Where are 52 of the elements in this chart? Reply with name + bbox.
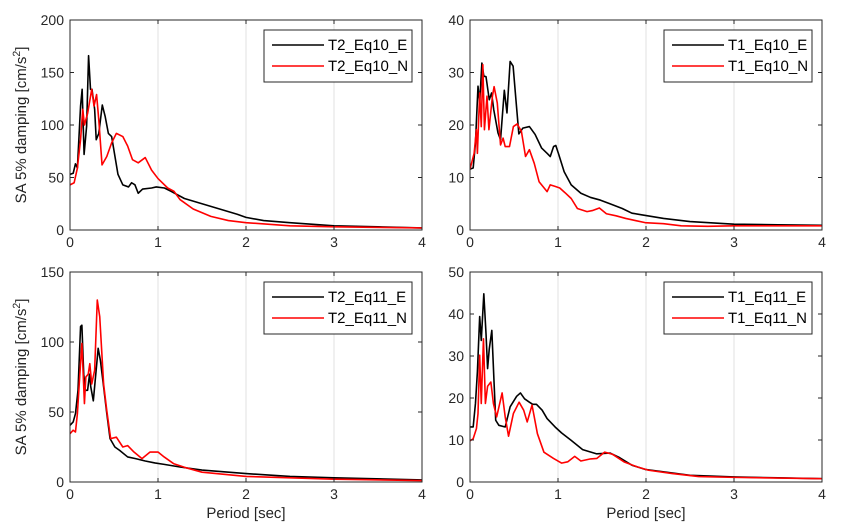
legend-label: T2_Eq11_N — [328, 310, 407, 327]
legend-label: T2_Eq10_N — [328, 58, 408, 75]
x-tick-label: 1 — [554, 234, 562, 250]
y-tick-label: 20 — [448, 117, 464, 133]
y-tick-label: 30 — [448, 64, 464, 80]
legend-label: T1_Eq11_E — [728, 289, 806, 306]
legend-label: T2_Eq10_E — [328, 37, 408, 54]
y-tick-label: 40 — [448, 306, 464, 322]
y-tick-label: 50 — [48, 404, 64, 420]
x-tick-label: 4 — [418, 234, 426, 250]
x-tick-label: 1 — [554, 486, 562, 502]
legend-label: T1_Eq10_E — [728, 37, 808, 54]
x-tick-label: 2 — [242, 234, 250, 250]
x-tick-label: 1 — [154, 234, 162, 250]
x-tick-label: 3 — [730, 486, 738, 502]
x-tick-label: 4 — [818, 486, 826, 502]
x-axis-title: Period [sec] — [206, 505, 286, 522]
x-tick-label: 2 — [242, 486, 250, 502]
x-tick-label: 3 — [730, 234, 738, 250]
y-tick-label: 50 — [448, 264, 464, 280]
y-tick-label: 0 — [456, 222, 464, 238]
line-series — [470, 338, 822, 480]
x-tick-label: 2 — [642, 234, 650, 250]
x-tick-label: 0 — [466, 486, 474, 502]
x-tick-label: 2 — [642, 486, 650, 502]
y-tick-label: 20 — [448, 390, 464, 406]
legend-label: T1_Eq10_N — [728, 58, 808, 75]
y-tick-label: 50 — [48, 170, 64, 186]
x-tick-label: 3 — [330, 486, 338, 502]
y-tick-label: 100 — [40, 334, 64, 350]
y-tick-label: 200 — [40, 12, 64, 28]
y-tick-label: 30 — [448, 348, 464, 364]
x-tick-label: 0 — [66, 234, 74, 250]
x-axis-title: Period [sec] — [606, 505, 686, 522]
x-tick-label: 1 — [154, 486, 162, 502]
y-tick-label: 10 — [448, 432, 464, 448]
legend-label: T2_Eq11_E — [328, 289, 406, 306]
y-tick-label: 100 — [40, 117, 64, 133]
x-tick-label: 3 — [330, 234, 338, 250]
legend-label: T1_Eq11_N — [728, 310, 807, 327]
y-tick-label: 150 — [40, 64, 64, 80]
y-tick-label: 0 — [456, 474, 464, 490]
x-tick-label: 0 — [66, 486, 74, 502]
y-tick-label: 40 — [448, 12, 464, 28]
x-tick-label: 0 — [466, 234, 474, 250]
y-tick-label: 0 — [56, 222, 64, 238]
line-series — [70, 88, 422, 229]
y-tick-label: 0 — [56, 474, 64, 490]
y-tick-label: 150 — [40, 264, 64, 280]
y-tick-label: 10 — [448, 170, 464, 186]
x-tick-label: 4 — [818, 234, 826, 250]
x-tick-label: 4 — [418, 486, 426, 502]
